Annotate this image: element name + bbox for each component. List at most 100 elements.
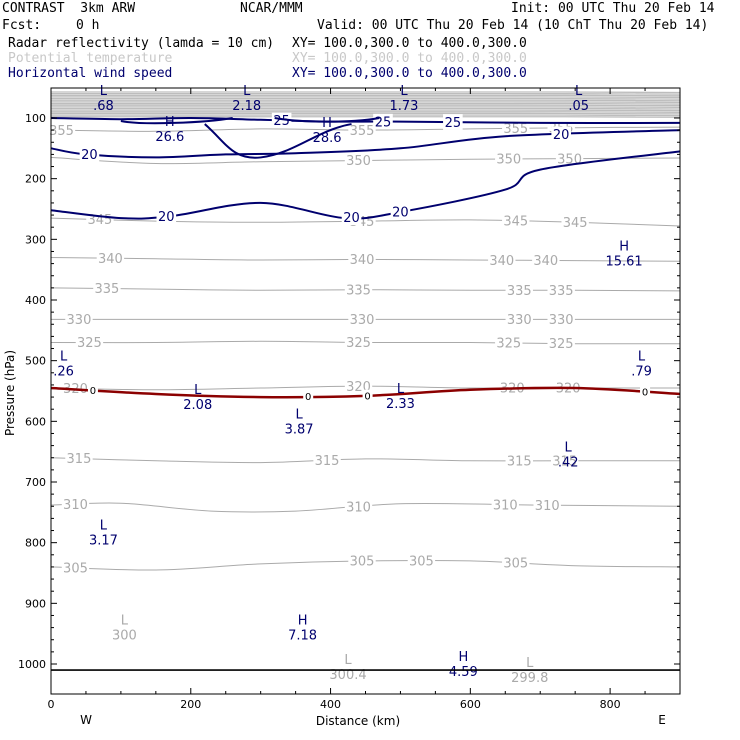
extremum-value: 2.18: [232, 99, 261, 114]
theta-label-305: 305: [63, 561, 88, 576]
field-xy-wind: XY= 100.0,300.0 to 400.0,300.0: [292, 66, 527, 81]
wind-label-20-bg: [79, 146, 100, 163]
y-tick-label: 200: [25, 173, 46, 186]
wind-label-25-bg: [271, 112, 292, 129]
theta-band-line: [50, 111, 681, 113]
theta-label-335: 335: [94, 282, 119, 297]
theta-label-335: 335: [549, 284, 574, 299]
wind-contour-jet-core-left: [120, 117, 233, 125]
theta-band-line: [50, 92, 681, 95]
theta-band-line: [50, 91, 681, 94]
extremum-letter-L: L: [526, 656, 534, 671]
extremum-value: 26.6: [155, 130, 184, 145]
west-label: W: [80, 713, 92, 727]
y-tick-label: 500: [25, 355, 46, 368]
wind-label-25: 25: [273, 114, 290, 129]
theta-label-305: 305: [409, 555, 434, 570]
theta-label-340: 340: [350, 253, 375, 268]
extremum-value: .68: [93, 99, 114, 114]
field-name-reflectivity: Radar reflectivity (lamda = 10 cm): [8, 36, 275, 51]
x-axis-label: Distance (km): [316, 714, 400, 728]
zero-contour-label-bg: [87, 384, 98, 397]
theta-label-330: 330: [350, 313, 375, 328]
theta-band-line: [50, 94, 681, 97]
theta-label-345: 345: [563, 216, 588, 231]
theta-band-line: [50, 101, 681, 104]
theta-label-330: 330: [67, 313, 92, 328]
theta-label-340-bg: [532, 252, 560, 269]
y-tick-label: 900: [25, 597, 46, 610]
theta-label-350-bg: [495, 151, 523, 167]
theta-band-line: [50, 112, 681, 115]
wind-label-20-bg: [156, 208, 177, 225]
extremum-value: 28.6: [313, 131, 342, 146]
init-time: Init: 00 UTC Thu 20 Feb 14: [511, 1, 715, 16]
zero-contour-label: 0: [90, 386, 96, 397]
theta-contour-315: [50, 457, 680, 464]
theta-label-315-bg: [313, 452, 341, 469]
wind-label-25-bg: [443, 114, 463, 130]
y-axis-label: Pressure (hPa): [3, 350, 17, 436]
theta-label-355: 355: [350, 124, 375, 139]
theta-label-345-bg: [502, 213, 530, 229]
theta-label-335-bg: [505, 282, 533, 299]
extremum-value: 300.4: [329, 668, 366, 683]
wind-contour-25-dip: [204, 123, 352, 159]
theta-label-335: 335: [507, 284, 532, 299]
theta-label-340-bg: [96, 250, 125, 267]
extremum-value: .79: [631, 365, 652, 380]
field-name-wind: Horizontal wind speed: [8, 66, 173, 81]
theta-label-335: 335: [346, 283, 371, 298]
theta-label-310-bg: [344, 498, 373, 515]
wind-label-20: 20: [81, 148, 98, 163]
extremum-letter-L: L: [295, 407, 303, 422]
theta-label-325-bg: [344, 334, 373, 351]
y-tick-label: 700: [25, 476, 46, 489]
theta-label-355-bg: [47, 122, 76, 139]
theta-label-315-bg: [505, 452, 533, 469]
theta-label-325: 325: [496, 337, 521, 352]
wind-contour-20-1: [50, 129, 681, 159]
theta-label-330-bg: [65, 311, 93, 328]
theta-label-340-bg: [348, 251, 376, 268]
zero-contour-label: 0: [642, 388, 648, 399]
extremum-letter-L: L: [400, 84, 408, 99]
org-label: NCAR/MMM: [240, 1, 303, 16]
extremum-value: 300: [112, 629, 137, 644]
theta-label-340: 340: [489, 254, 514, 269]
theta-label-310: 310: [493, 498, 518, 513]
theta-label-350: 350: [496, 153, 521, 168]
theta-label-310: 310: [346, 500, 371, 515]
theta-label-330: 330: [549, 313, 574, 328]
theta-label-335-bg: [344, 281, 373, 298]
theta-label-350-bg: [555, 150, 584, 167]
theta-label-355-bg: [502, 120, 530, 137]
wind-contour-jet-core-right: [274, 117, 380, 123]
theta-label-305: 305: [350, 555, 375, 570]
extremum-letter-H: H: [458, 650, 468, 665]
theta-band-line: [50, 104, 681, 107]
extremum-value: 4.59: [449, 665, 478, 680]
theta-label-315-bg: [550, 452, 579, 469]
theta-label-310: 310: [63, 498, 88, 513]
extremum-value: .05: [568, 99, 589, 114]
wind-label-20: 20: [158, 210, 175, 225]
y-tick-label: 300: [25, 233, 46, 246]
extremum-value: 15.61: [605, 254, 642, 269]
theta-label-330-bg: [348, 311, 376, 328]
stratosphere-theta-band: [50, 91, 681, 118]
theta-label-305-bg: [502, 555, 530, 571]
theta-label-325-bg: [75, 334, 104, 351]
theta-label-340-bg: [488, 252, 516, 268]
theta-label-315: 315: [552, 454, 577, 469]
theta-label-305-bg: [348, 553, 376, 569]
theta-band-line: [50, 97, 681, 100]
x-tick-label: 800: [600, 698, 621, 711]
theta-band-line: [50, 114, 681, 117]
theta-label-315: 315: [507, 454, 532, 469]
extremum-value: 7.18: [288, 629, 317, 644]
extremum-letter-L: L: [565, 441, 573, 456]
